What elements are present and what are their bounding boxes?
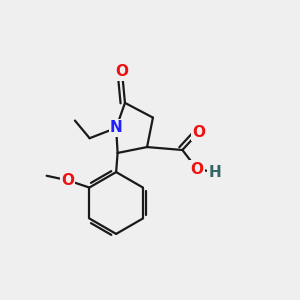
Text: N: N [110, 120, 122, 135]
Text: O: O [190, 162, 204, 177]
Text: H: H [208, 165, 221, 180]
Text: O: O [116, 64, 128, 80]
Text: O: O [61, 173, 74, 188]
Text: O: O [192, 125, 205, 140]
